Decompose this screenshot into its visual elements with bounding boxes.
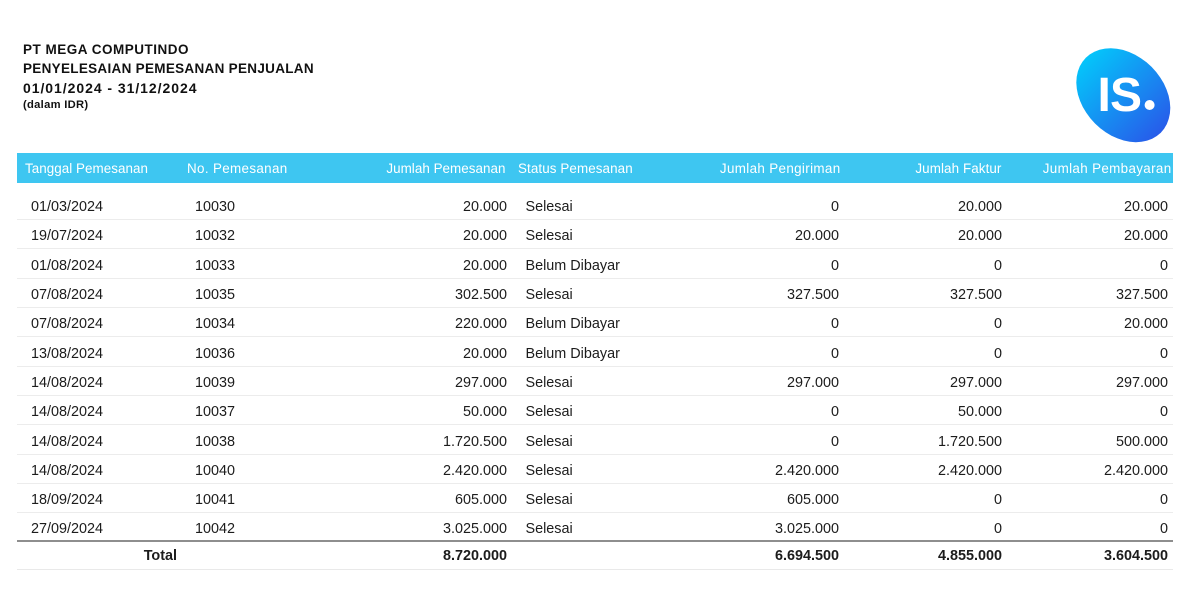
- svg-text:IS: IS: [1098, 69, 1142, 122]
